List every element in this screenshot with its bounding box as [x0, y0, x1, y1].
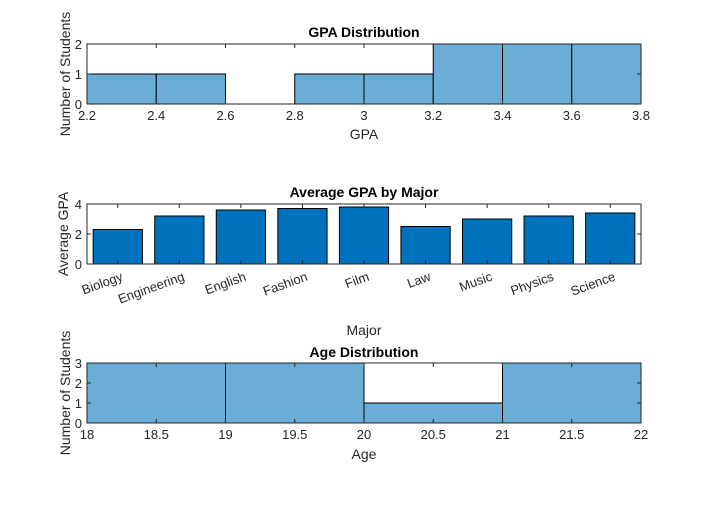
x-tick-label: 2.2 — [78, 108, 96, 123]
x-axis-label: Major — [346, 322, 381, 338]
y-axis-label: Number of Students — [57, 12, 73, 137]
x-ticks: 2.2 2.4 2.6 2.8 3 3.2 3.4 3.6 3.8 — [78, 44, 650, 123]
bar — [277, 208, 328, 265]
y-ticks: 0 1 2 3 — [75, 356, 641, 431]
y-tick-label: 2 — [75, 227, 82, 242]
category-label: Physics — [508, 269, 556, 299]
histogram-bar — [86, 73, 157, 105]
gpa-distribution-panel: GPA Distribution 2.2 2.4 2.6 2.8 3 3.2 3.4 3.6 3… — [57, 12, 650, 142]
chart-title: Age Distribution — [310, 344, 419, 360]
y-tick-label: 2 — [75, 37, 82, 52]
bar — [338, 206, 390, 265]
y-tick-label: 2 — [75, 376, 82, 391]
histogram-bar — [571, 43, 642, 105]
bars-group — [86, 362, 642, 424]
category-label: Engineering — [116, 269, 186, 307]
category-label: Music — [457, 269, 495, 295]
x-axis-label: GPA — [350, 126, 379, 142]
histogram-bar — [432, 43, 503, 105]
histogram-bar — [294, 73, 365, 105]
x-ticks: 18 18.5 19 19.5 20 20.5 21 21.5 22 — [80, 363, 648, 442]
bar — [92, 229, 143, 265]
histogram-bar — [363, 73, 434, 105]
bar — [215, 209, 267, 265]
y-tick-label: 0 — [75, 416, 82, 431]
x-tick-label: 3.6 — [563, 108, 581, 123]
x-tick-label: 3.4 — [493, 108, 511, 123]
y-ticks: 0 1 2 — [75, 37, 641, 112]
histogram-bar — [155, 73, 226, 105]
bar — [461, 218, 513, 265]
x-tick-label: 21.5 — [559, 427, 584, 442]
histogram-bar — [225, 362, 365, 424]
y-axis-label: Average GPA — [55, 191, 71, 276]
x-tick-label: 2.4 — [147, 108, 165, 123]
x-tick-label: 20 — [357, 427, 371, 442]
category-label: Science — [569, 269, 618, 299]
chart-title: Average GPA by Major — [290, 184, 439, 200]
category-label: Fashion — [261, 269, 310, 299]
x-tick-label: 18 — [80, 427, 94, 442]
bar — [523, 215, 574, 265]
y-tick-label: 0 — [75, 97, 82, 112]
histogram-bar — [502, 362, 642, 424]
y-tick-label: 1 — [75, 396, 82, 411]
x-tick-label: 19.5 — [282, 427, 307, 442]
bar — [400, 226, 451, 265]
x-tick-label: 18.5 — [144, 427, 169, 442]
histogram-bar — [86, 362, 226, 424]
category-label: Law — [405, 269, 433, 291]
x-axis-label: Age — [352, 446, 377, 462]
y-tick-label: 3 — [75, 356, 82, 371]
x-tick-label: 3 — [360, 108, 367, 123]
age-distribution-panel: Age Distribution 18 18.5 19 19.5 20 20.5 21 21.… — [57, 331, 648, 462]
category-label: English — [203, 269, 248, 298]
x-tick-label: 19 — [218, 427, 232, 442]
x-tick-label: 2.8 — [286, 108, 304, 123]
y-ticks: 0 2 4 — [75, 197, 641, 272]
y-axis-label: Number of Students — [57, 331, 73, 456]
x-tick-label: 21 — [495, 427, 509, 442]
category-label: Film — [343, 269, 371, 291]
x-tick-label: 22 — [634, 427, 648, 442]
x-tick-label: 3.8 — [632, 108, 650, 123]
x-tick-label: 2.6 — [216, 108, 234, 123]
y-tick-label: 0 — [75, 257, 82, 272]
y-tick-label: 4 — [75, 197, 82, 212]
bar — [154, 215, 205, 265]
y-tick-label: 1 — [75, 67, 82, 82]
x-tick-label: 3.2 — [424, 108, 442, 123]
x-tick-label: 20.5 — [421, 427, 446, 442]
histogram-bar — [502, 43, 573, 105]
chart-title: GPA Distribution — [308, 24, 419, 40]
bars-group — [92, 206, 636, 265]
bars-group — [86, 43, 642, 105]
bar — [585, 212, 636, 265]
